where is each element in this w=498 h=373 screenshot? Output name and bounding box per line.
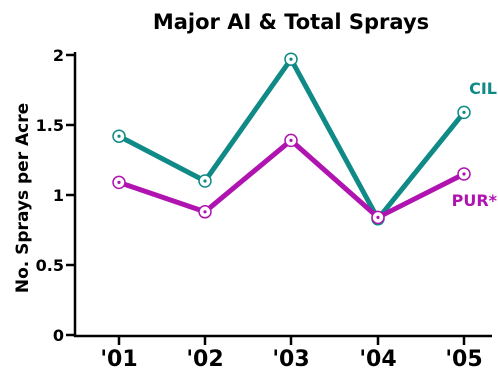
x-ticks: '01 '02 '03 '04 '05 bbox=[100, 336, 483, 372]
x-tick-label: '05 bbox=[445, 347, 482, 372]
data-point-pur bbox=[284, 133, 298, 148]
y-ticks: 0 0.5 1 1.5 2 bbox=[36, 46, 75, 345]
series-label-cil: CIL bbox=[469, 79, 497, 98]
chart-title: Major AI & Total Sprays bbox=[153, 10, 429, 34]
data-point-pur bbox=[112, 175, 126, 190]
data-point-cil bbox=[198, 174, 212, 188]
y-tick-label: 1 bbox=[53, 186, 64, 205]
data-point-cil bbox=[112, 129, 126, 143]
x-tick-label: '01 bbox=[100, 347, 137, 372]
data-point-pur bbox=[198, 205, 212, 219]
series-label-pur: PUR* bbox=[452, 191, 498, 210]
data-point-cil bbox=[457, 105, 471, 120]
series-layer bbox=[112, 52, 471, 226]
y-tick-label: 2 bbox=[53, 46, 64, 65]
data-point-pur bbox=[457, 167, 471, 181]
y-tick-label: 0 bbox=[53, 326, 64, 345]
series-labels: CIL PUR* bbox=[452, 79, 498, 210]
x-tick-label: '04 bbox=[359, 347, 396, 372]
data-point-pur bbox=[371, 210, 385, 225]
x-tick-label: '02 bbox=[186, 347, 223, 372]
x-tick-label: '03 bbox=[272, 347, 309, 372]
y-tick-label: 1.5 bbox=[36, 116, 64, 135]
y-tick-label: 0.5 bbox=[36, 256, 64, 275]
data-point-cil bbox=[284, 52, 298, 66]
y-axis-label: No. Sprays per Acre bbox=[13, 103, 33, 293]
